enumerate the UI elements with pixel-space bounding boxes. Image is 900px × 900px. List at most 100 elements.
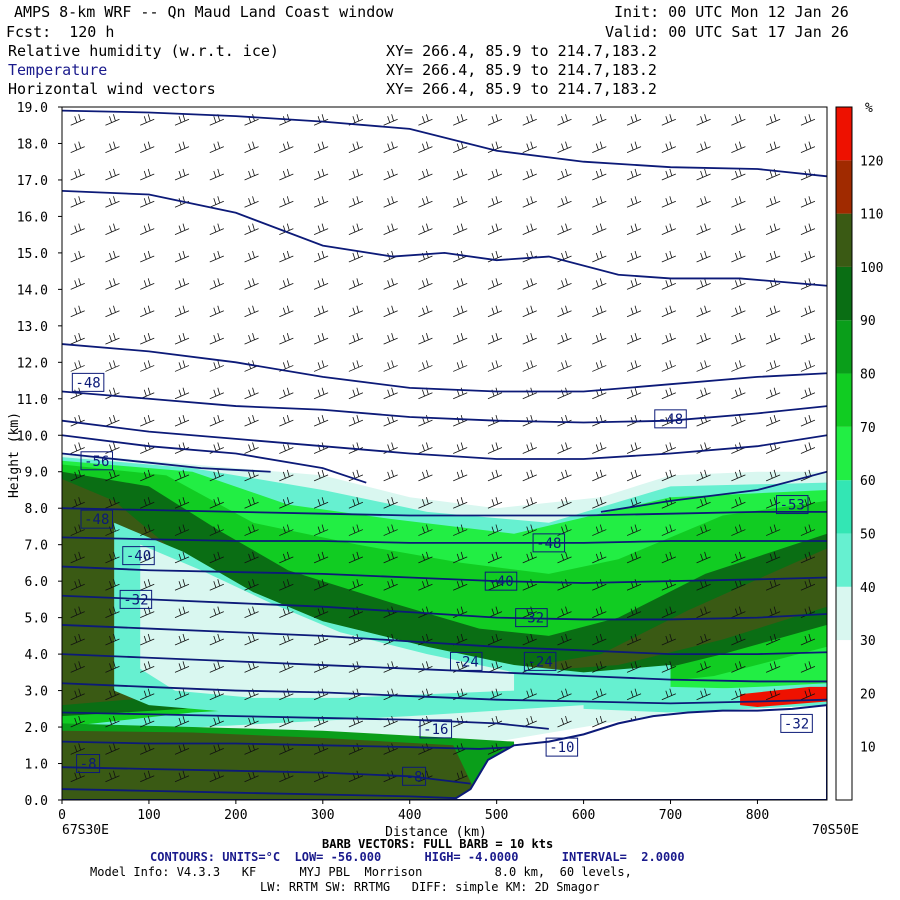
wind-barb — [800, 223, 816, 236]
wind-barb — [279, 551, 294, 564]
wind-barb — [418, 278, 433, 290]
temperature-contour — [62, 189, 827, 287]
wind-barb — [557, 360, 572, 372]
x-axis-label: Distance (km) — [385, 825, 487, 840]
wind-barb — [487, 278, 503, 290]
wind-barb — [696, 305, 711, 318]
temperature-label: -16 — [423, 722, 448, 738]
wind-barb — [453, 524, 468, 536]
wind-barb — [244, 168, 259, 181]
wind-barb — [174, 415, 190, 427]
wind-barb — [592, 633, 607, 646]
temperature-label-box — [71, 372, 105, 392]
wind-barb — [348, 415, 364, 427]
temperature-contour — [62, 434, 367, 484]
left-endpoint: 67S30E — [62, 823, 109, 838]
chart-title: AMPS 8-km WRF -- Qn Maud Land Coast wind… — [14, 3, 394, 21]
wind-barb — [453, 305, 468, 318]
wind-barb — [174, 688, 190, 701]
wind-barb — [487, 332, 503, 345]
wind-barb — [279, 497, 294, 509]
wind-barb — [209, 223, 224, 236]
wind-barb — [348, 524, 364, 536]
wind-barb — [70, 360, 85, 372]
wind-barb — [626, 688, 642, 701]
wind-barb — [731, 332, 746, 345]
wind-barb — [592, 305, 607, 318]
wind-barb — [244, 442, 259, 454]
wind-barb — [557, 168, 572, 181]
wind-barb — [174, 469, 190, 482]
wind-barb — [592, 250, 607, 263]
wind-barb — [313, 415, 329, 427]
wind-barb — [313, 168, 329, 181]
wind-barb — [592, 114, 607, 126]
plot-area — [62, 107, 827, 800]
wind-barb — [696, 469, 711, 482]
wind-barb — [174, 168, 190, 181]
xy-range-temperature: XY= 266.4, 85.9 to 214.7,183.2 — [386, 61, 657, 79]
wind-barb — [731, 278, 746, 290]
wind-barb — [209, 770, 224, 783]
y-tick-label: 3.0 — [25, 685, 48, 700]
wind-barb — [626, 168, 642, 181]
right-endpoint: 70S50E — [812, 823, 859, 838]
wind-barb — [765, 141, 781, 153]
wind-barb — [765, 661, 781, 673]
wind-barb — [487, 633, 503, 646]
wind-barb — [696, 114, 711, 126]
x-tick-label: 0 — [58, 808, 66, 823]
wind-barb — [105, 579, 120, 591]
wind-barb — [105, 551, 120, 564]
wind-barb — [244, 223, 259, 236]
wind-barb — [731, 196, 746, 208]
wind-barb — [731, 114, 746, 126]
wind-barb — [70, 606, 85, 618]
wind-barb — [592, 223, 607, 236]
wind-barb — [592, 196, 607, 208]
colorbar-label: 120 — [860, 154, 883, 169]
wind-barb — [731, 250, 746, 263]
wind-barb — [105, 332, 120, 345]
temperature-contour — [62, 711, 549, 730]
wind-barb — [557, 497, 572, 509]
wind-barb — [765, 332, 781, 345]
wind-barb — [105, 442, 120, 454]
wind-barb — [140, 469, 155, 482]
wind-barb — [800, 661, 816, 673]
wind-barb — [105, 250, 120, 263]
colorbar-swatch — [836, 746, 852, 800]
colorbar-swatch — [836, 320, 852, 374]
colorbar-label: 30 — [860, 634, 876, 649]
y-tick-label: 0.0 — [25, 794, 48, 809]
wind-barb — [279, 606, 294, 618]
temperature-contour — [62, 788, 458, 800]
temperature-label: -48 — [84, 512, 109, 528]
wind-barb — [244, 141, 259, 153]
wind-barb — [626, 442, 642, 454]
wind-barb — [522, 141, 537, 153]
terrain — [62, 704, 827, 800]
wind-barb — [661, 661, 676, 673]
wind-barb — [661, 633, 676, 646]
wind-barb — [348, 551, 364, 564]
colorbar-label: 110 — [860, 208, 883, 223]
wind-barb — [105, 305, 120, 318]
wind-barb — [244, 387, 259, 400]
wind-barb — [487, 305, 503, 318]
temperature-label: -48 — [536, 536, 561, 552]
y-tick-label: 15.0 — [17, 247, 48, 262]
wind-barb — [661, 223, 676, 236]
wind-barb — [557, 223, 572, 236]
y-tick-label: 5.0 — [25, 612, 48, 627]
temperature-contour — [62, 594, 827, 621]
barb-legend: BARB VECTORS: FULL BARB = 10 kts — [322, 837, 554, 851]
wind-barb — [244, 278, 259, 290]
temperature-contour — [62, 419, 827, 460]
wind-barb — [279, 168, 294, 181]
y-tick-label: 17.0 — [17, 174, 48, 189]
colorbar-label: 50 — [860, 527, 876, 542]
x-tick-label: 800 — [746, 808, 769, 823]
wind-barb — [348, 606, 364, 618]
wind-barb — [348, 278, 364, 290]
